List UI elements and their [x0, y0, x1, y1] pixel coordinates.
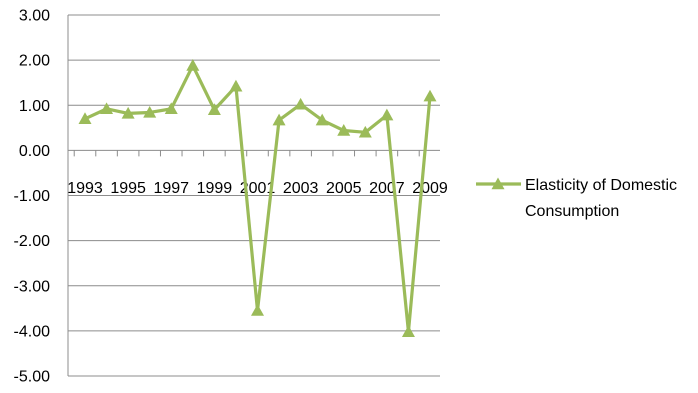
legend-label-line-1: Elasticity of Domestic: [525, 177, 677, 194]
x-tick-label: 1995: [110, 180, 146, 197]
legend-triangle-marker: [491, 177, 505, 190]
series-elasticity: [78, 59, 437, 337]
data-point-marker: [272, 113, 286, 126]
y-tick-label: -1.00: [14, 188, 51, 205]
y-axis-tick-labels: 3.00 2.00 1.00 0.00 -1.00 -2.00 -3.00 -4.00 -5.0…: [14, 8, 51, 386]
data-point-marker: [294, 97, 308, 110]
x-tick-label: 2001: [240, 180, 276, 197]
y-tick-label: -4.00: [14, 323, 51, 340]
legend: Elasticity of Domestic Consumption: [476, 177, 677, 220]
data-point-marker: [121, 106, 135, 119]
data-point-marker: [423, 89, 437, 102]
data-point-marker: [78, 112, 92, 124]
y-tick-label: -5.00: [14, 369, 51, 386]
data-point-marker: [251, 304, 264, 316]
y-tick-label: -2.00: [14, 233, 51, 250]
data-point-marker: [401, 325, 415, 337]
data-point-marker: [186, 59, 200, 71]
data-point-marker: [358, 125, 372, 138]
legend-label-line-2: Consumption: [525, 203, 619, 220]
data-point-marker: [229, 79, 243, 92]
data-point-marker: [164, 102, 178, 115]
data-point-marker: [315, 113, 329, 126]
data-point-marker: [100, 102, 114, 115]
x-tick-label: 2009: [412, 180, 448, 197]
y-tick-label: 1.00: [19, 98, 50, 115]
y-tick-label: 0.00: [19, 143, 50, 160]
data-point-marker: [207, 103, 221, 115]
y-tick-label: 2.00: [19, 53, 50, 70]
axes: [67, 15, 440, 376]
x-tick-label: 2005: [326, 180, 362, 197]
x-tick-label: 1997: [153, 180, 189, 197]
x-tick-label: 2007: [369, 180, 405, 197]
y-tick-label: -3.00: [14, 278, 51, 295]
data-point-marker: [143, 105, 157, 118]
x-tick-label: 2003: [283, 180, 319, 197]
data-point-marker: [337, 124, 351, 136]
x-tick-label: 1999: [197, 180, 233, 197]
x-tick-label: 1993: [67, 180, 103, 197]
y-tick-label: 3.00: [19, 8, 50, 25]
x-axis-tick-labels: 1993 1995 1997 1999 2001 2003 2005 2007 2009: [67, 180, 448, 197]
data-point-marker: [380, 108, 394, 121]
